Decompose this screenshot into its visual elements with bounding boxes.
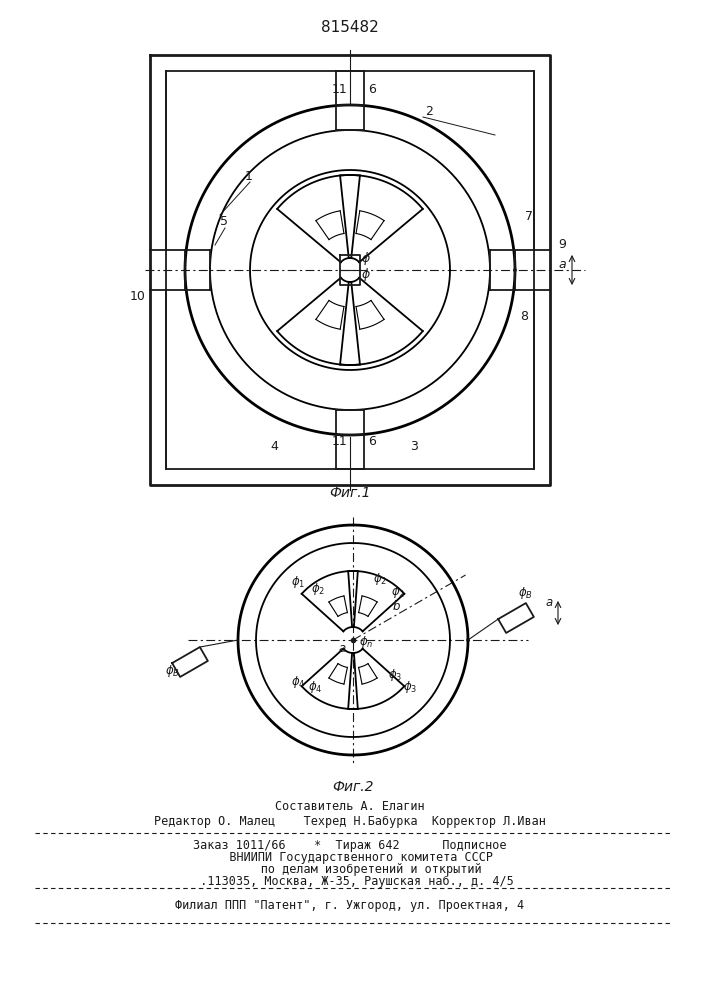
Text: Редактор О. Малец    Техред Н.Бабурка  Корректор Л.Иван: Редактор О. Малец Техред Н.Бабурка Корре… [154, 814, 546, 828]
Text: 6: 6 [368, 83, 376, 96]
Text: .113035, Москва, Ж-35, Раушская наб., д. 4/5: .113035, Москва, Ж-35, Раушская наб., д.… [186, 874, 514, 888]
Text: 9: 9 [558, 238, 566, 251]
Text: $\phi_B$: $\phi_B$ [518, 585, 533, 601]
Text: 815482: 815482 [321, 20, 379, 35]
Text: $\phi_2$: $\phi_2$ [391, 584, 405, 600]
Text: 7: 7 [525, 210, 533, 223]
Text: ϕ: ϕ [362, 252, 370, 265]
Text: 2: 2 [425, 105, 433, 118]
Text: a: a [558, 258, 566, 271]
Text: по делам изобретений и открытий: по делам изобретений и открытий [218, 862, 481, 876]
Text: $\phi_4$: $\phi_4$ [308, 679, 322, 695]
Text: ϕ: ϕ [362, 268, 370, 281]
Text: 4: 4 [270, 440, 278, 453]
Text: 3: 3 [410, 440, 418, 453]
Text: $\phi_2$: $\phi_2$ [373, 571, 387, 587]
Text: 6: 6 [368, 435, 376, 448]
Text: 1: 1 [245, 170, 253, 183]
Text: Заказ 1011/66    *  Тираж 642      Подписное: Заказ 1011/66 * Тираж 642 Подписное [193, 838, 507, 852]
Text: $\phi_2$: $\phi_2$ [311, 581, 325, 597]
Text: $\phi_3$: $\phi_3$ [403, 679, 417, 695]
Text: Составитель А. Елагин: Составитель А. Елагин [275, 800, 425, 814]
Text: 5: 5 [220, 215, 228, 228]
Text: a: a [546, 596, 554, 609]
Text: ВНИИПИ Государственного комитета СССР: ВНИИПИ Государственного комитета СССР [207, 850, 493, 863]
Text: Фиг.2: Фиг.2 [332, 780, 374, 794]
Text: $\phi_4$: $\phi_4$ [291, 674, 305, 690]
Text: b: b [393, 600, 400, 613]
Text: Фиг.1: Фиг.1 [329, 486, 370, 500]
Text: Филиал ППП "Патент", г. Ужгород, ул. Проектная, 4: Филиал ППП "Патент", г. Ужгород, ул. Про… [175, 900, 525, 912]
Text: 10: 10 [130, 290, 146, 303]
Text: 11: 11 [332, 83, 348, 96]
Text: $\phi_n$: $\phi_n$ [359, 634, 373, 650]
Text: 8: 8 [520, 310, 528, 323]
Text: $\phi_B$: $\phi_B$ [165, 663, 180, 679]
Text: a: a [339, 642, 346, 655]
Text: $\phi_1$: $\phi_1$ [291, 574, 305, 590]
Text: 11: 11 [332, 435, 348, 448]
Text: $\phi_3$: $\phi_3$ [388, 667, 402, 683]
